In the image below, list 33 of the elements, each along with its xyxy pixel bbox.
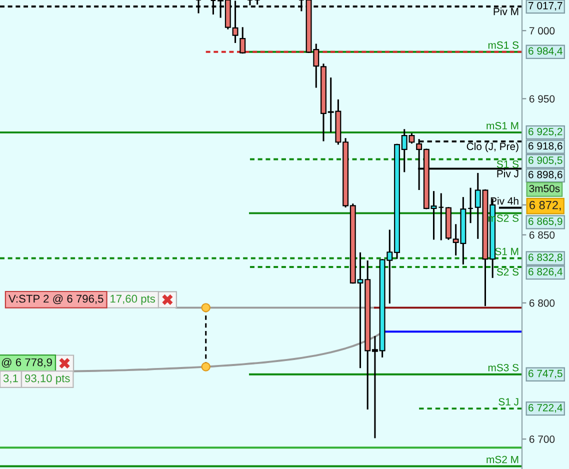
data-label: 6 747,5 [528, 370, 562, 378]
y-tick-label: 6 872, [530, 200, 561, 211]
data-label: 6 905,5 [528, 156, 562, 166]
series-label: mS1 M [486, 122, 518, 130]
annotation: 17,60 pts [110, 294, 156, 305]
series-label: S2 S [496, 268, 519, 276]
data-label: 6 984,4 [528, 47, 562, 56]
y-tick-label: 6 950 [529, 95, 555, 103]
y-tick-label: 6 850 [529, 231, 555, 239]
y-tick-label: 7 000 [529, 27, 555, 35]
data-label: 6 832,8 [528, 254, 562, 262]
annotation: @ 6 778,9 [2, 358, 52, 368]
series-label: mS3 S [488, 364, 519, 372]
data-label: 6 865,9 [528, 218, 562, 226]
series-label: mS2 M [486, 456, 518, 464]
y-tick-label: 6 800 [529, 299, 555, 307]
annotation: 3,1 [3, 374, 18, 384]
series-label: S1 J [498, 398, 518, 406]
series-label: S1 S [496, 160, 519, 168]
data-label: 6 898,6 [528, 170, 562, 180]
y-tick-label: 6 700 [529, 436, 555, 443]
data-label: 6 722,4 [528, 404, 562, 413]
annotation: 93,10 pts [25, 374, 70, 384]
data-label: 6 918,6 [528, 142, 562, 151]
data-label: 6 826,4 [528, 268, 562, 277]
text: 3m50s [529, 184, 560, 192]
series-label: mS1 S [488, 41, 519, 49]
annotation: V:STP 2 @ 6 796,5 [8, 294, 104, 304]
data-label: 6 925,2 [528, 128, 562, 136]
series-label: Piv J [497, 170, 518, 178]
data-label: 7 017,7 [528, 2, 562, 11]
series-label: Clo (J, Pre) [466, 142, 518, 152]
series-label: Piv M [494, 8, 518, 16]
